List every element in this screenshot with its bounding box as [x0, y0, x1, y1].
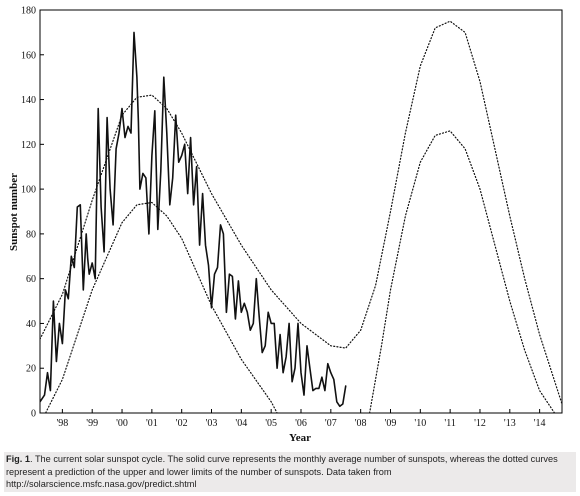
- y-tick-label: 60: [26, 274, 36, 285]
- x-tick-label: '01: [146, 418, 158, 429]
- figure-label: Fig. 1: [6, 454, 30, 464]
- y-tick-label: 80: [26, 229, 36, 240]
- y-tick-label: 120: [21, 140, 36, 151]
- x-tick-label: '00: [116, 418, 128, 429]
- x-tick-label: '12: [474, 418, 486, 429]
- x-tick-label: '07: [325, 418, 337, 429]
- plot-frame: [39, 9, 563, 414]
- x-tick-label: '02: [176, 418, 188, 429]
- upper-prediction-line: [40, 20, 562, 405]
- lower-prediction-line: [44, 130, 556, 413]
- x-tick-label: '06: [295, 418, 307, 429]
- x-tick-label: '09: [385, 418, 397, 429]
- y-tick-label: 0: [31, 409, 36, 420]
- x-axis-title: Year: [289, 432, 311, 444]
- series-layer: [40, 20, 562, 413]
- x-tick-label: '08: [355, 418, 367, 429]
- y-tick-label: 20: [26, 364, 36, 375]
- figure-caption: Fig. 1. The current solar sunspot cycle.…: [4, 452, 576, 492]
- y-tick-label: 160: [21, 50, 36, 61]
- x-axis: '98 '99 '00 '01 '02 '03 '04 '05 '06 '07 '08 '09 '10 '…: [56, 409, 546, 429]
- x-tick-label: '05: [265, 418, 277, 429]
- x-tick-label: '14: [534, 418, 546, 429]
- x-tick-label: '04: [235, 418, 247, 429]
- x-tick-label: '03: [206, 418, 218, 429]
- x-tick-label: '11: [444, 418, 455, 429]
- observed-sunspot-line: [40, 31, 347, 408]
- y-tick-label: 180: [21, 6, 36, 17]
- caption-text: . The current solar sunspot cycle. The s…: [6, 454, 558, 489]
- x-tick-label: '10: [414, 418, 426, 429]
- y-axis: 0 20 40 60 80 100 120 140 160 180: [21, 6, 44, 420]
- y-tick-label: 40: [26, 319, 36, 330]
- y-tick-label: 140: [21, 95, 36, 106]
- x-tick-label: '98: [56, 418, 68, 429]
- y-axis-title: Sunspot number: [8, 173, 20, 251]
- y-tick-label: 100: [21, 185, 36, 196]
- x-tick-label: '99: [86, 418, 98, 429]
- x-tick-label: '13: [504, 418, 516, 429]
